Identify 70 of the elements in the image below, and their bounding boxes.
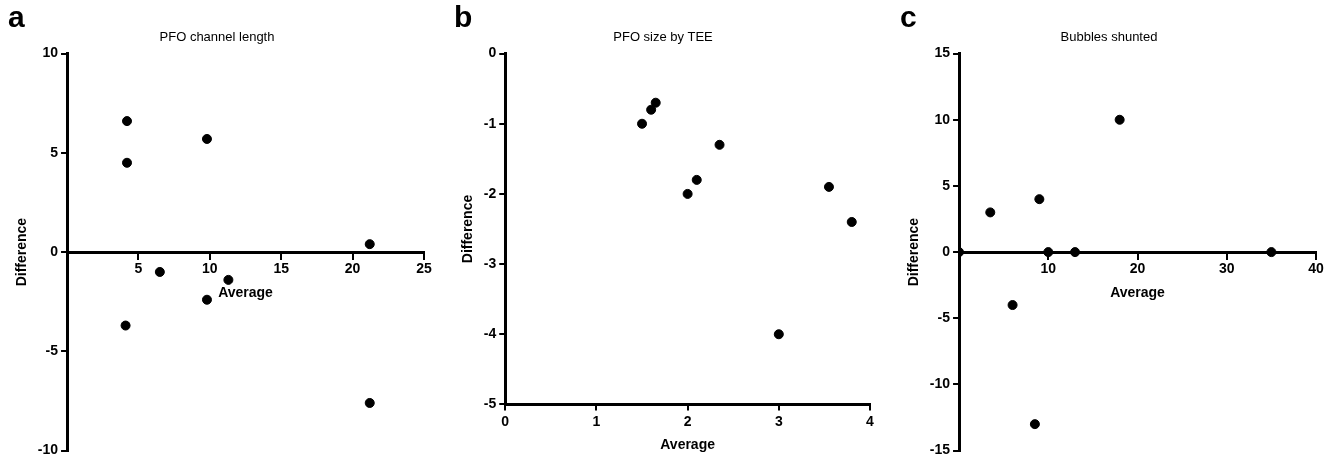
text: b (454, 0, 473, 34)
y-tick-label: -1 (483, 114, 497, 131)
y-axis-title: Difference (13, 217, 30, 287)
x-tick-label: 25 (416, 260, 432, 277)
point (154, 266, 165, 277)
y-tick-label: -5 (483, 395, 497, 412)
x-axis-title: Average (660, 436, 716, 453)
y-axis-title: Difference (459, 194, 476, 264)
x-axis-title: Average (1110, 284, 1166, 301)
chart-title: Bubbles shunted (1060, 29, 1158, 45)
y-tick-label: 0 (488, 44, 497, 61)
point (714, 139, 725, 150)
y-tick-label: -10 (929, 375, 951, 392)
x-axis-title: Average (218, 284, 274, 301)
x-tick-label: 5 (134, 260, 143, 277)
point (201, 133, 212, 144)
point (646, 104, 657, 115)
x-tick-label: 10 (202, 260, 218, 277)
y-tick-label: -10 (37, 441, 59, 458)
point (682, 188, 693, 199)
point (823, 181, 834, 192)
y-tick-label: 0 (50, 242, 59, 259)
x-tick-label: 2 (683, 412, 692, 429)
x-tick-label: 1 (592, 412, 601, 429)
point (364, 239, 375, 250)
y-tick-label: 5 (50, 143, 59, 160)
point (1029, 419, 1040, 430)
x-tick-label: 15 (273, 260, 290, 277)
point (1070, 247, 1081, 258)
point (1007, 300, 1018, 311)
y-tick-label: -4 (483, 325, 497, 342)
point (223, 274, 234, 285)
point (691, 174, 702, 185)
chart-title: PFO size by TEE (613, 29, 714, 45)
y-tick-label: 10 (42, 44, 59, 61)
x-tick-label: 40 (1308, 260, 1324, 277)
x-tick-label: 3 (774, 412, 783, 429)
point (122, 157, 133, 168)
point (773, 329, 784, 340)
y-axis-title: Difference (905, 217, 922, 287)
point (364, 397, 375, 408)
point (122, 116, 133, 127)
y-tick-label: -3 (483, 254, 497, 271)
x-tick-label: 4 (866, 412, 875, 429)
point (985, 207, 996, 218)
chart-title: PFO channel length (159, 29, 275, 45)
point (120, 320, 131, 331)
point (1114, 114, 1125, 125)
x-tick-label: 0 (501, 412, 510, 429)
y-tick-label: -15 (929, 441, 951, 458)
point (650, 97, 661, 108)
point (201, 294, 212, 305)
text: a (8, 0, 25, 34)
y-tick-label: -5 (937, 309, 951, 326)
point (637, 118, 648, 129)
point (1034, 194, 1045, 205)
point (1266, 247, 1277, 258)
y-tick-label: 0 (942, 242, 951, 259)
y-tick-label: -2 (483, 184, 497, 201)
x-tick-label: 10 (1040, 260, 1057, 277)
text: c (900, 0, 917, 34)
y-tick-label: -5 (45, 342, 59, 359)
y-tick-label: 5 (942, 176, 951, 193)
point (1043, 247, 1054, 258)
y-tick-label: 10 (934, 110, 951, 127)
point (846, 216, 857, 227)
x-tick-label: 30 (1218, 260, 1235, 277)
y-tick-label: 15 (934, 44, 951, 61)
x-tick-label: 20 (344, 260, 361, 277)
x-tick-label: 20 (1129, 260, 1146, 277)
